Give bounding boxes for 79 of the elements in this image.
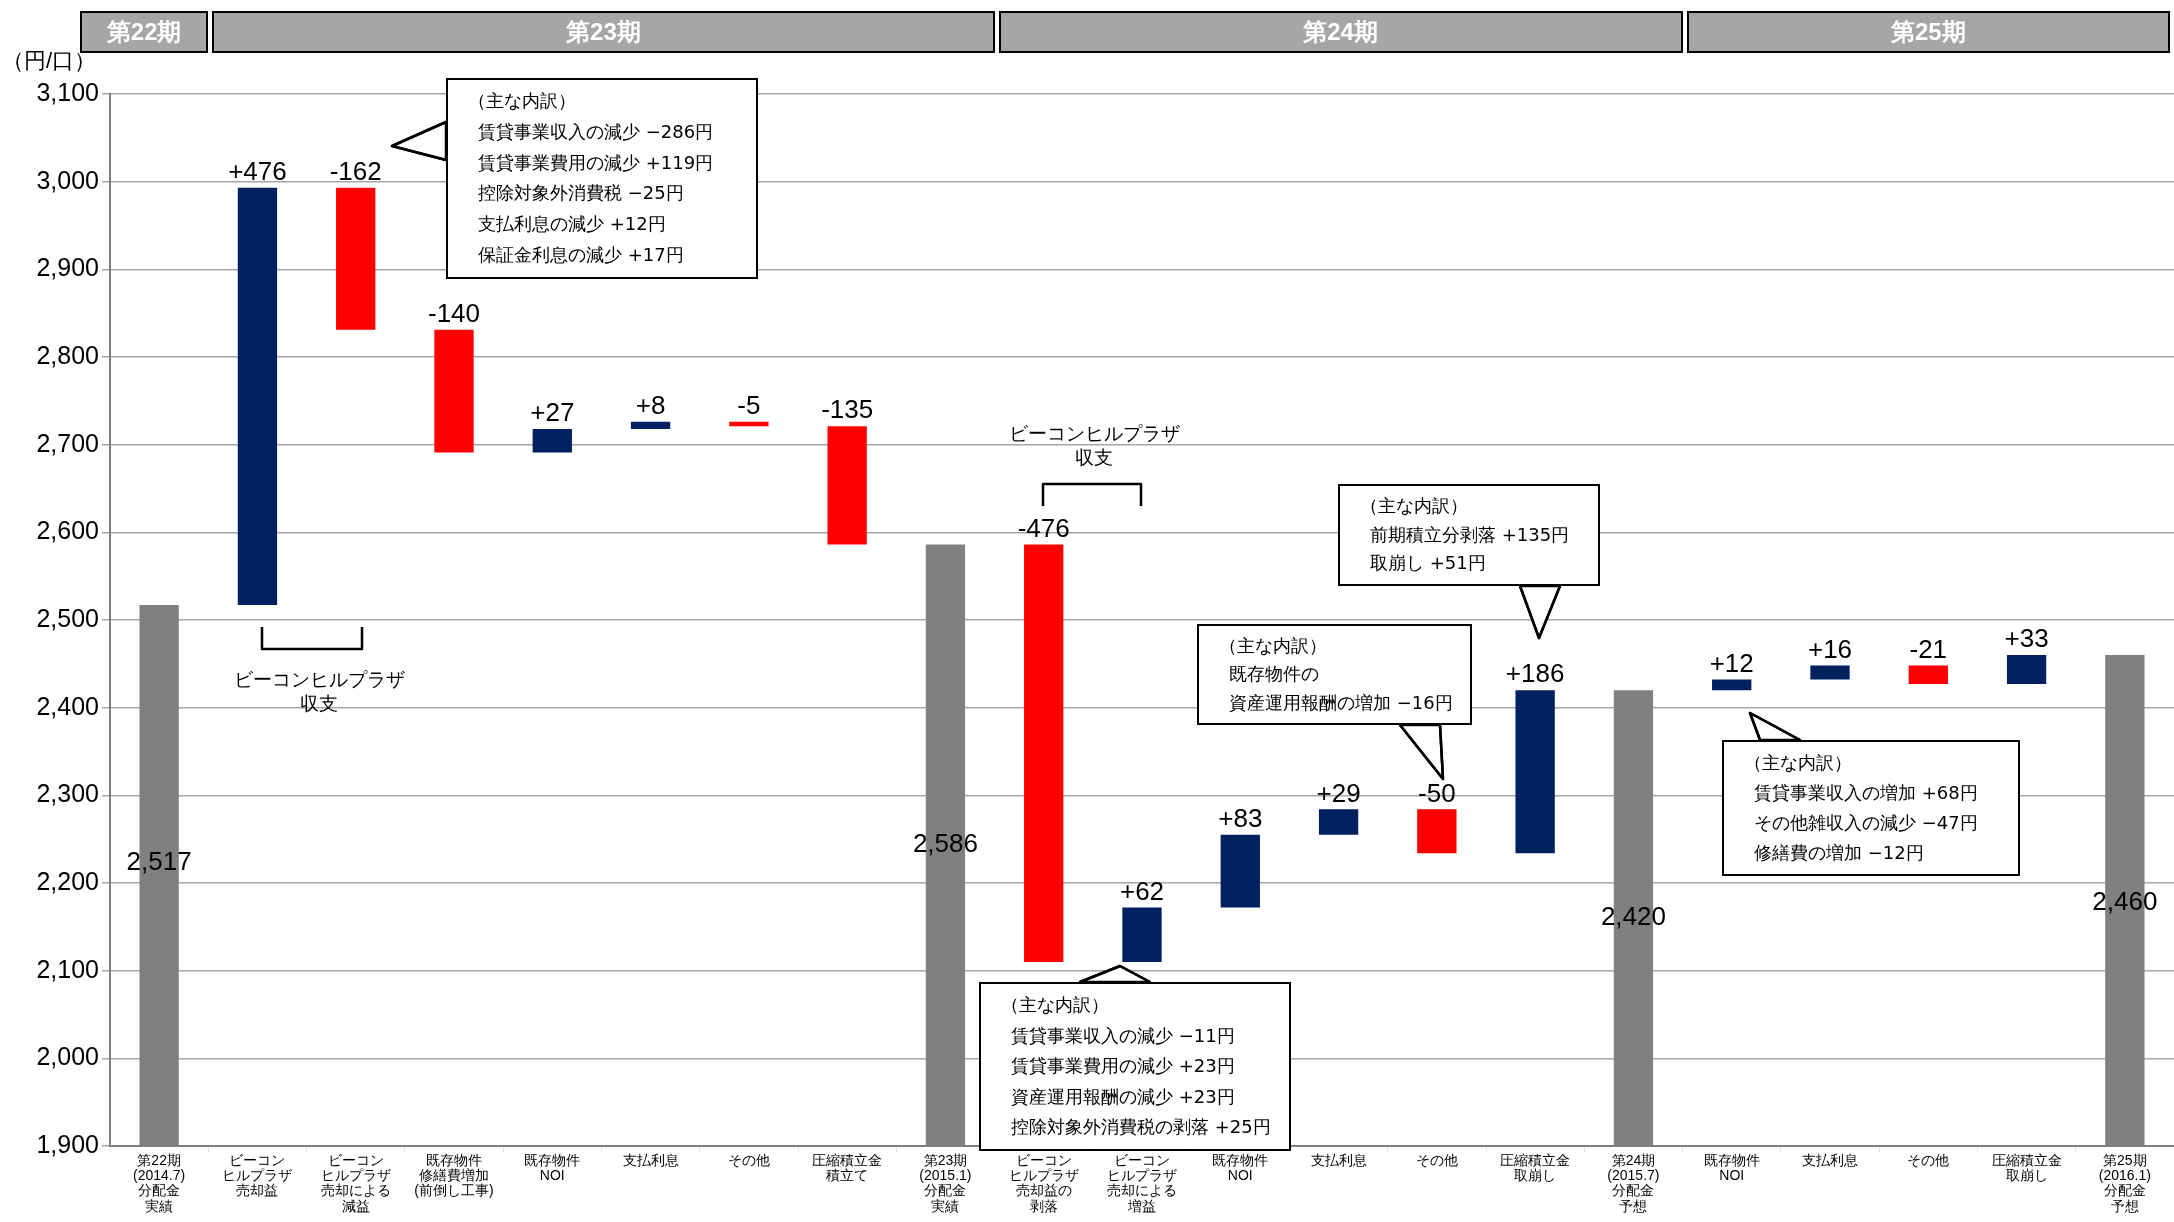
x-tick-label: 圧縮積立金取崩し — [1500, 1151, 1571, 1183]
y-tick-label: 2,700 — [36, 428, 99, 457]
x-tick-label: 第23期(2015.1)分配金実績 — [919, 1151, 972, 1214]
annotation: 賃貸事業費用の減少 +23円 — [1010, 1054, 1236, 1079]
data-label: -135 — [821, 394, 874, 425]
annotation: 控除対象外消費税の剥落 +25円 — [1010, 1115, 1272, 1140]
annotation: （主な内訳） — [1359, 494, 1469, 518]
text: 第22期 — [106, 18, 182, 45]
x-tick-label: 既存物件NOI — [524, 1151, 581, 1183]
annotation: 既存物件の — [1228, 662, 1320, 687]
annotation: ビーコンヒルプラザ収支 — [1008, 422, 1180, 470]
text: 第24期 — [998, 11, 1683, 53]
x-tick-label: ビーコンヒルプラザ売却益の剥落 — [1008, 1151, 1079, 1214]
y-tick-label: 1,900 — [36, 1129, 99, 1158]
data-label: +186 — [1505, 658, 1565, 689]
y-tick-label: 3,000 — [36, 165, 99, 194]
y-tick-label: 2,300 — [36, 779, 99, 808]
x-tick-label: 既存物件NOI — [1703, 1151, 1760, 1183]
x-tick-label: 支払利息 — [1802, 1151, 1858, 1168]
x-tick-label: その他 — [727, 1151, 770, 1168]
x-tick-label: ビーコンヒルプラザ売却による減益 — [320, 1151, 391, 1214]
y-tick-label: 2,200 — [36, 866, 99, 895]
text: 第23期 — [212, 11, 995, 53]
annotation: 資産運用報酬の増加 −16円 — [1228, 690, 1454, 715]
x-tick-label: 第24期(2015.7)分配金予想 — [1607, 1151, 1660, 1214]
annotation: （主な内訳） — [1218, 634, 1328, 658]
annotation: 資産運用報酬の減少 +23円 — [1010, 1084, 1236, 1109]
data-label: +83 — [1218, 802, 1263, 833]
y-tick-label: 2,800 — [36, 340, 99, 369]
x-tick-label: 圧縮積立金取崩し — [1991, 1151, 2062, 1183]
x-tick-label: ビーコンヒルプラザ売却による増益 — [1107, 1151, 1177, 1214]
x-tick-label: 圧縮積立金積立て — [812, 1151, 883, 1183]
data-label: +476 — [228, 155, 287, 186]
x-tick-label: 支払利息 — [622, 1151, 679, 1168]
data-label: -5 — [737, 390, 761, 421]
annotation: 賃貸事業収入の減少 −286円 — [477, 119, 715, 144]
annotation: 賃貸事業費用の減少 +119円 — [477, 150, 715, 175]
data-label: -162 — [329, 155, 382, 186]
data-label: -476 — [1017, 512, 1070, 543]
annotation: 支払利息の減少 +12円 — [477, 212, 667, 237]
data-label: +33 — [2004, 623, 2049, 654]
annotation: 賃貸事業収入の減少 −11円 — [1010, 1023, 1236, 1048]
annotation: 控除対象外消費税 −25円 — [477, 181, 685, 206]
data-label: +8 — [635, 390, 666, 421]
y-tick-label: 2,000 — [36, 1042, 99, 1071]
x-tick-label: 既存物件NOI — [1212, 1151, 1269, 1183]
y-tick-label: 2,600 — [36, 516, 99, 545]
data-label: -50 — [1418, 777, 1456, 808]
annotation: ビーコンヒルプラザ収支 — [233, 668, 405, 716]
annotation: 賃貸事業収入の増加 +68円 — [1753, 781, 1979, 805]
annotation: 前期積立分剥落 +135円 — [1369, 522, 1571, 547]
annotation: その他雑収入の減少 −47円 — [1753, 811, 1979, 835]
annotation: （主な内訳） — [467, 89, 577, 113]
text: 第25期 — [1686, 11, 2170, 53]
data-label: -21 — [1909, 633, 1948, 664]
x-tick-label: その他 — [1907, 1151, 1950, 1168]
data-label: +16 — [1807, 633, 1853, 664]
annotation: （主な内訳） — [1000, 993, 1110, 1017]
data-label: +62 — [1119, 875, 1165, 906]
y-tick-label: 2,900 — [36, 253, 99, 282]
x-tick-label: 第22期(2014.7)分配金実績 — [133, 1151, 186, 1214]
data-label: +27 — [530, 397, 575, 428]
x-tick-label: 支払利息 — [1310, 1151, 1367, 1168]
y-tick-label: 2,400 — [36, 691, 99, 720]
x-tick-label: 第25期(2016.1)分配金予想 — [2098, 1151, 2151, 1214]
y-tick-label: 2,500 — [36, 603, 99, 632]
annotation: （主な内訳） — [1743, 751, 1853, 775]
x-tick-label: その他 — [1415, 1151, 1458, 1168]
annotation: 保証金利息の減少 +17円 — [477, 243, 685, 268]
x-tick-label: ビーコンヒルプラザ売却益 — [222, 1151, 293, 1199]
annotation: 取崩し +51円 — [1369, 551, 1487, 576]
annotation: 修繕費の増加 −12円 — [1753, 841, 1925, 865]
y-axis-title: （円/口） — [2, 47, 97, 75]
data-label: +29 — [1316, 777, 1361, 808]
y-tick-label: 2,100 — [36, 954, 99, 983]
data-label: -140 — [427, 298, 481, 328]
x-tick-label: 既存物件修繕費増加(前倒し工事) — [414, 1151, 494, 1199]
y-tick-label: 3,100 — [36, 77, 99, 106]
data-label: +12 — [1709, 647, 1754, 678]
